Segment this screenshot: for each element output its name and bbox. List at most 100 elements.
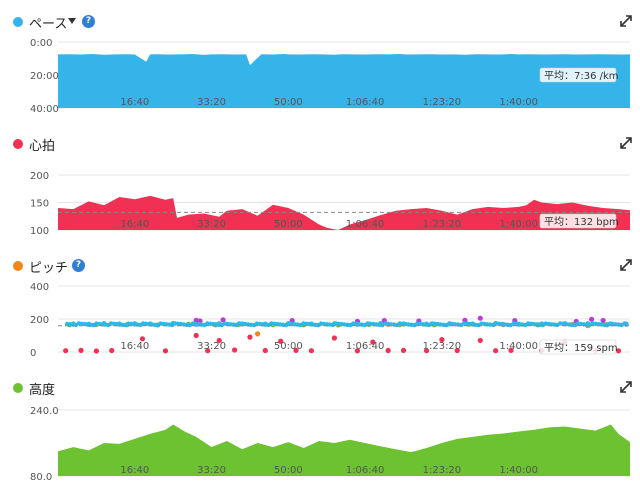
x-tick-label: 50:00 [274,465,303,476]
scatter-point [255,331,261,337]
scatter-point [162,348,169,354]
average-label-box [539,213,617,229]
y-tick-label: 80.0 [30,472,52,483]
scatter-point [216,337,222,344]
average-label-box [539,67,617,83]
scatter-point [370,339,376,345]
scatter-point [400,347,407,353]
average-label-box [539,339,617,355]
x-tick-label: 33:20 [197,465,226,476]
expand-icon[interactable] [620,15,632,27]
scatter-point [600,317,606,324]
scatter-point [622,321,627,326]
scatter-point [139,336,146,342]
heart-rate-header: 心拍 [0,134,640,154]
cadence-header: ピッチ ? [0,256,640,276]
expand-icon[interactable] [620,137,632,149]
area-series [58,54,630,108]
scatter-point [63,348,69,354]
x-tick-label: 1:06:40 [346,219,385,230]
area-series [58,195,630,230]
scatter-point [331,335,338,341]
x-tick-label: 50:00 [274,97,303,108]
x-tick-label: 16:40 [120,97,149,108]
y-tick-label: 40:00 [30,104,59,115]
scatter-point [493,348,499,354]
scatter-point [454,347,460,354]
y-tick-label: 240.0 [30,406,59,417]
scatter-point [615,348,622,354]
x-tick-label: 50:00 [274,341,303,352]
scatter-point [262,347,268,354]
scatter-point [109,347,115,354]
x-tick-label: 1:40:00 [499,97,538,108]
x-tick-label: 1:40:00 [499,219,538,230]
scatter-point [247,334,253,340]
scatter-point [423,348,430,354]
expand-icon[interactable] [620,259,632,271]
help-icon[interactable]: ? [82,15,95,28]
scatter-point [477,337,483,344]
x-tick-label: 16:40 [120,219,149,230]
scatter-point [205,348,211,354]
area-series [58,424,630,476]
scatter-point [308,348,314,354]
scatter-point [508,347,514,353]
heart-rate-dot [13,139,23,149]
y-tick-label: 400 [30,282,49,293]
x-tick-label: 1:40:00 [499,465,538,476]
scatter-point [439,337,445,343]
scatter-point [220,317,226,323]
x-tick-label: 33:20 [197,97,226,108]
elevation-dot [13,383,23,393]
x-tick-label: 1:06:40 [346,341,385,352]
pace-dot [13,17,23,27]
y-tick-label: 200 [30,315,49,326]
elevation-header: 高度 [0,378,640,398]
pace-header: ペース ? [0,12,640,32]
scatter-point [589,316,595,322]
scatter-point [193,317,199,323]
x-tick-label: 1:06:40 [346,465,385,476]
y-tick-label: 150 [30,199,49,210]
chevron-down-icon[interactable] [68,18,76,24]
cadence-panel: ピッチ ? 400 200 0 16:40 33:20 50:00 1:06:40 1:23:… [0,256,640,360]
x-tick-label: 16:40 [120,341,149,352]
pace-chart: 0:00 20:00 40:00 16:40 33:20 50:00 1:06:40 1:23… [30,38,630,115]
heart-rate-panel: 心拍 200 150 100 16:40 33:20 50:00 1:06:40 1:23:2… [0,134,640,237]
x-tick-label: 1:23:20 [423,97,462,108]
x-tick-label: 1:23:20 [423,219,462,230]
cadence-title: ピッチ [29,261,69,276]
heart-rate-chart: 200 150 100 16:40 33:20 50:00 1:06:40 1:23:20 1:… [30,171,630,237]
x-tick-label: 16:40 [120,465,149,476]
scatter-point [477,315,483,321]
x-tick-label: 1:23:20 [423,341,462,352]
scatter-point [193,332,199,339]
scatter-point [293,347,299,353]
x-tick-label: 1:06:40 [346,97,385,108]
scatter-point [93,348,99,354]
average-label: 平均：7:36 /km [544,70,619,82]
expand-icon[interactable] [620,381,632,393]
x-tick-label: 1:40:00 [499,341,538,352]
help-icon[interactable]: ? [72,259,85,272]
average-label: 平均：132 bpm [544,216,619,228]
cadence-dot [13,261,23,271]
y-tick-label: 0:00 [30,38,52,49]
y-tick-label: 200 [30,171,49,182]
average-label: 平均：159 spm [544,342,618,354]
scatter-point [78,347,84,353]
heart-rate-title: 心拍 [29,139,56,154]
scatter-point [385,347,391,354]
elevation-panel: 高度 240.0 80.0 16:40 33:20 50:00 1:06:40 1:23:2… [0,378,640,483]
elevation-chart: 240.0 80.0 16:40 33:20 50:00 1:06:40 1:23:20 1:… [30,406,630,483]
x-tick-label: 33:20 [197,219,226,230]
scatter-point [354,348,361,354]
elevation-title: 高度 [29,383,56,398]
pace-panel: ペース ? 0:00 20:00 40:00 16:40 33:20 50:00 1:06:… [0,12,640,115]
scatter-point [278,338,284,344]
pace-title: ペース [29,17,68,32]
scatter-point [231,347,238,353]
y-tick-label: 100 [30,226,49,237]
x-tick-label: 1:23:20 [423,465,462,476]
